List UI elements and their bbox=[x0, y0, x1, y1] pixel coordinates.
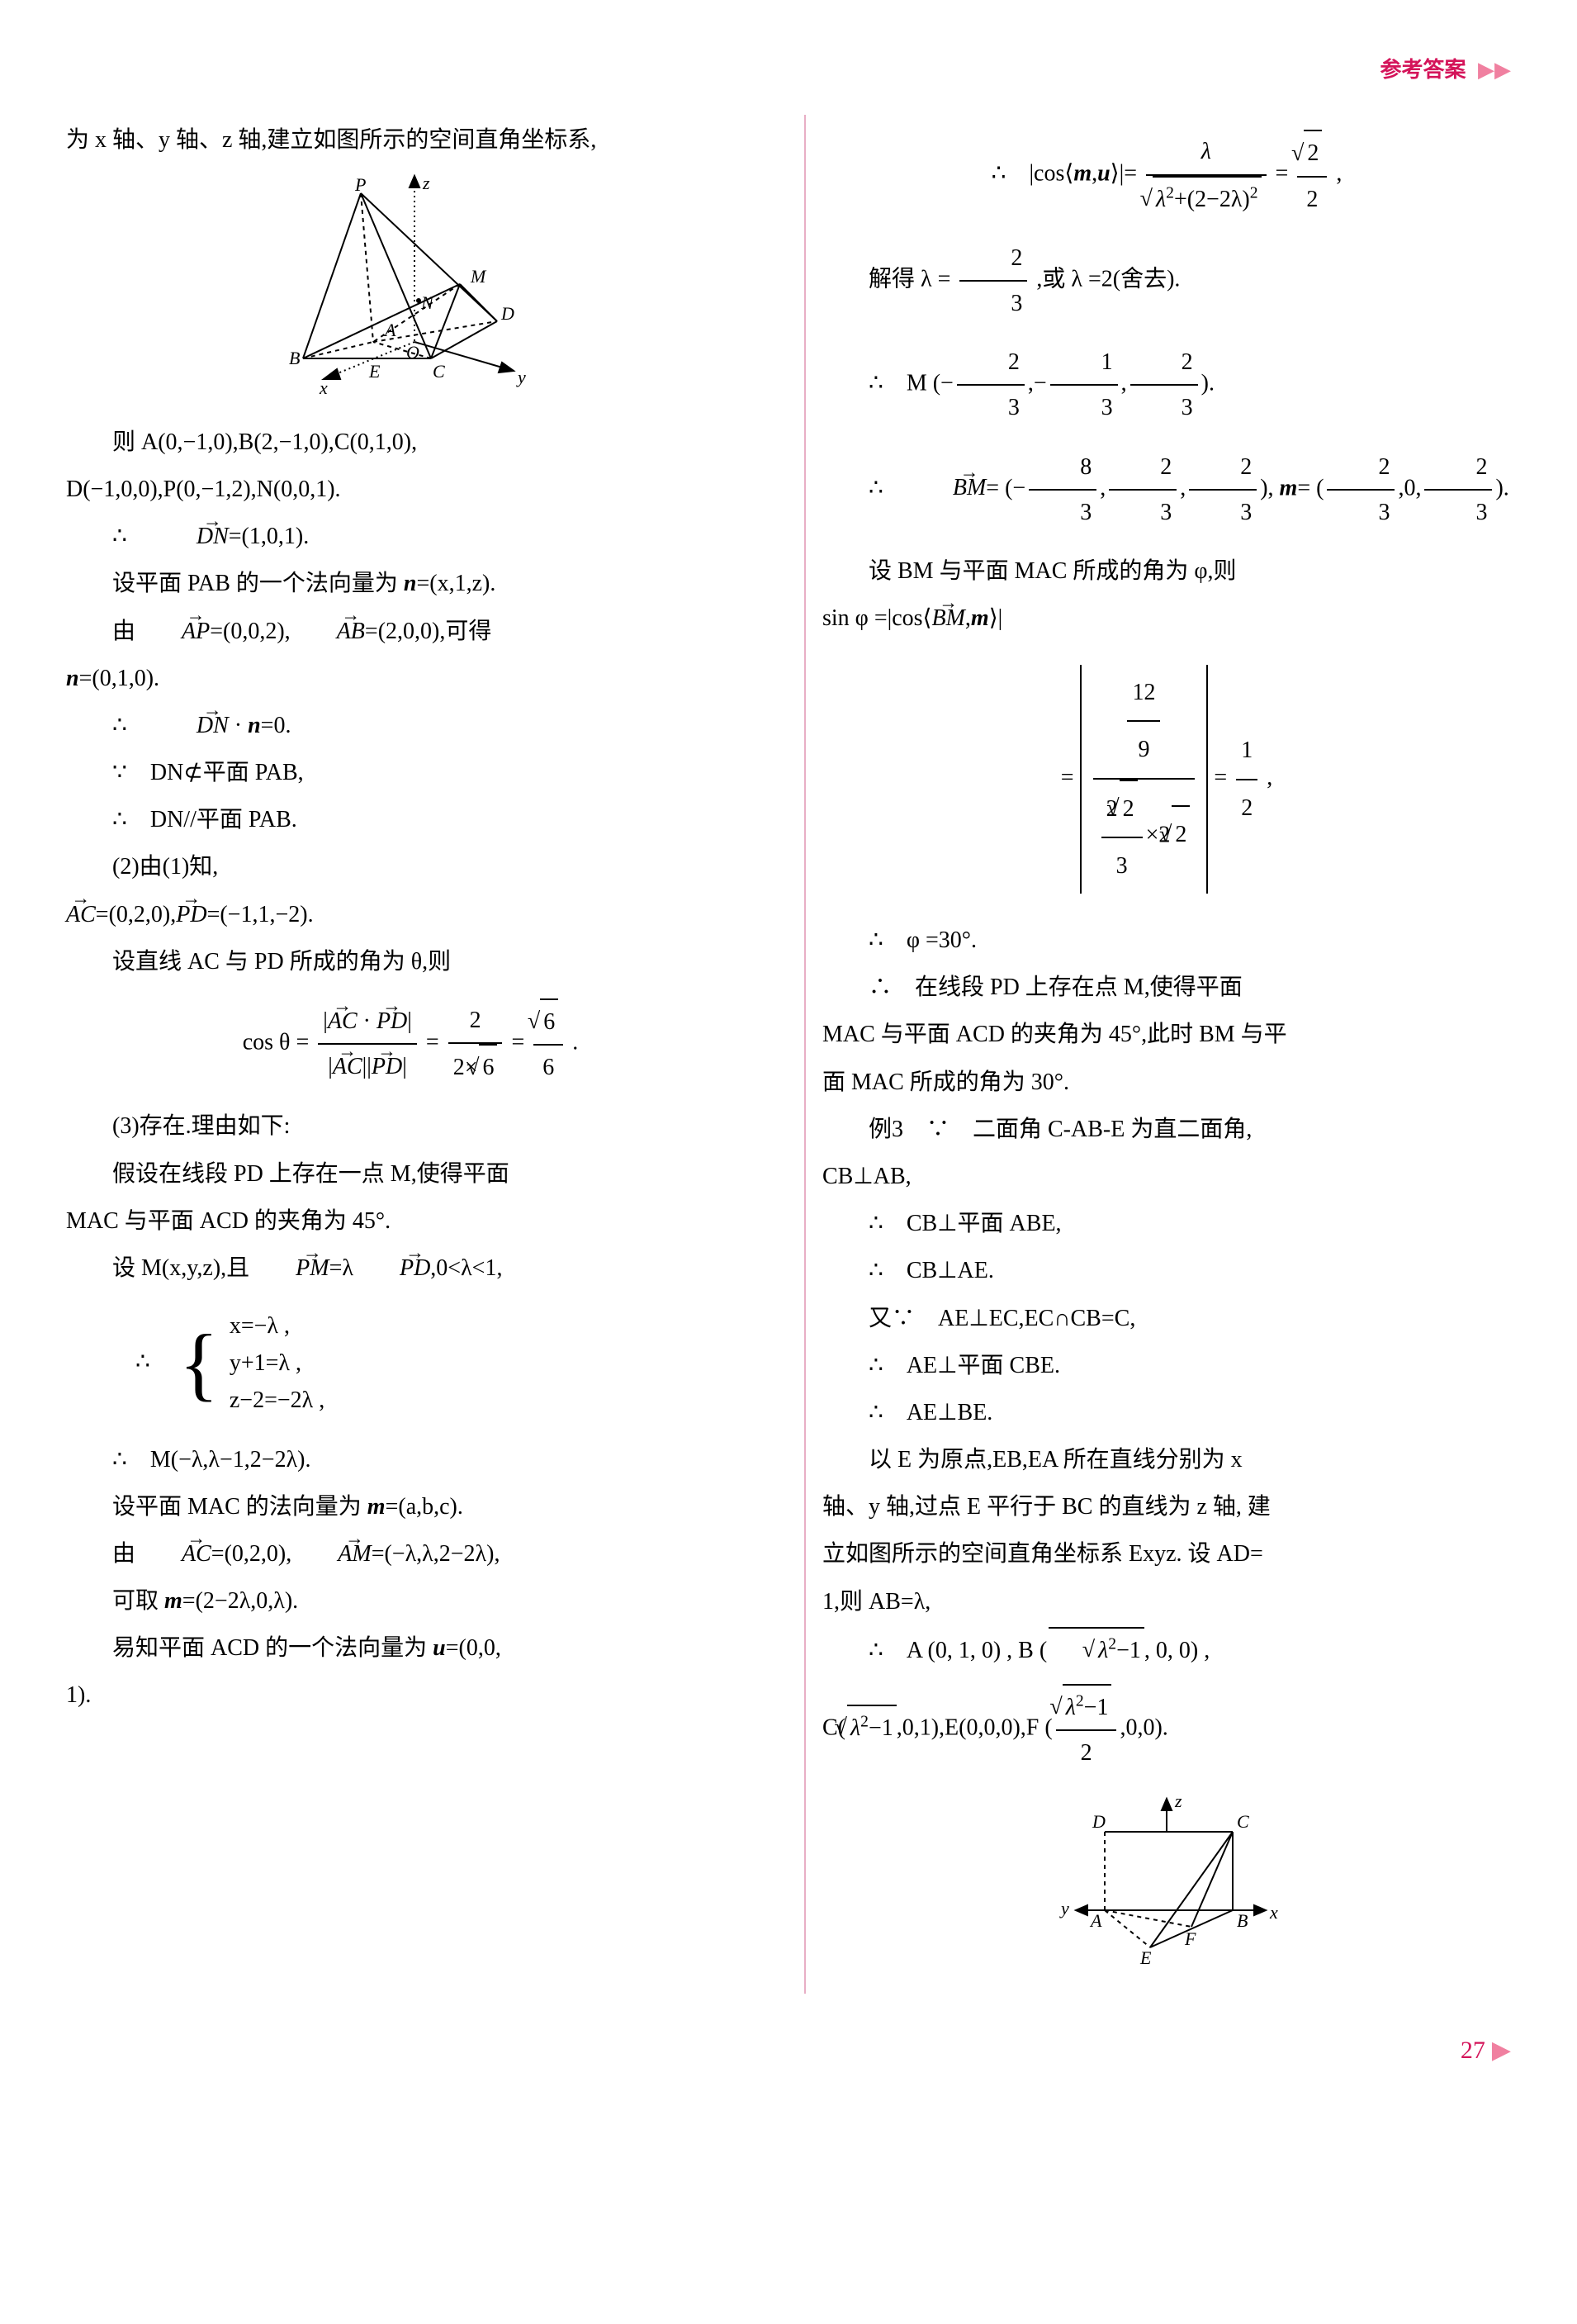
right-column: ∴ |cos⟨m,u⟩|= λ λ2+(2−2λ)2 = 2 2 , 解得 λ … bbox=[804, 115, 1511, 1993]
left-p13: (3)存在.理由如下: bbox=[66, 1104, 755, 1148]
left-p7: ∵ DN⊄平面 PAB, bbox=[66, 751, 755, 794]
figure-2: D z C y x A E F B bbox=[822, 1786, 1511, 1983]
page-number: 27▶ bbox=[66, 2027, 1511, 2074]
right-p6: sin φ =|cos⟨BM,m⟩| bbox=[822, 596, 1511, 640]
left-p17: ∴ M(−λ,λ−1,2−2λ). bbox=[66, 1438, 755, 1482]
left-p4: 由AP=(0,0,2),AB=(2,0,0),可得 bbox=[66, 609, 755, 653]
left-p15: 设 M(x,y,z),且PM=λPD,0<λ<1, bbox=[66, 1246, 755, 1290]
left-column: 为 x 轴、y 轴、z 轴,建立如图所示的空间直角坐标系, bbox=[66, 115, 771, 1993]
right-p4: ∴ BM= (−83,23,23), m= (23,0,23). bbox=[822, 445, 1511, 534]
left-p9: (2)由(1)知, bbox=[66, 845, 755, 889]
left-p21: 易知平面 ACD 的一个法向量为 u=(0,0, bbox=[66, 1626, 755, 1670]
header-arrows: ▶▶ bbox=[1478, 58, 1511, 82]
left-p19: 由AC=(0,2,0),AM=(−λ,λ,2−2λ), bbox=[66, 1532, 755, 1576]
svg-text:x: x bbox=[1269, 1902, 1278, 1923]
svg-text:x: x bbox=[319, 377, 328, 396]
right-f7: = 129 223×22 = 12 , bbox=[822, 665, 1511, 894]
svg-text:E: E bbox=[368, 361, 381, 382]
left-p2: ∴ DN=(1,0,1). bbox=[66, 515, 755, 558]
svg-text:P: P bbox=[354, 174, 366, 195]
svg-text:B: B bbox=[1237, 1910, 1248, 1931]
left-p11: 设直线 AC 与 PD 所成的角为 θ,则 bbox=[66, 940, 755, 984]
right-p18: C(λ2−1,0,1),E(0,0,0),F (λ2−12,0,0). bbox=[822, 1684, 1511, 1775]
header-title: 参考答案 bbox=[1380, 58, 1466, 82]
svg-text:O: O bbox=[406, 342, 419, 363]
svg-text:A: A bbox=[383, 320, 396, 340]
svg-text:z: z bbox=[1174, 1790, 1182, 1811]
left-formula-cos: cos θ = |AC · PD| |AC||PD| = 2 2×6 = 6 6… bbox=[66, 998, 755, 1089]
svg-text:C: C bbox=[1237, 1811, 1249, 1832]
svg-text:D: D bbox=[500, 303, 514, 324]
right-p16d: 1,则 AB=λ, bbox=[822, 1580, 1511, 1624]
right-p5: 设 BM 与平面 MAC 所成的角为 φ,则 bbox=[822, 549, 1511, 593]
right-p16c: 立如图所示的空间直角坐标系 Exyz. 设 AD= bbox=[822, 1532, 1511, 1576]
figure-1: P z M N A D B x E O C y bbox=[66, 173, 755, 410]
content-columns: 为 x 轴、y 轴、z 轴,建立如图所示的空间直角坐标系, bbox=[66, 115, 1511, 1993]
right-p10b: CB⊥AB, bbox=[822, 1155, 1511, 1198]
svg-text:A: A bbox=[1089, 1910, 1102, 1931]
svg-text:y: y bbox=[1059, 1898, 1069, 1918]
right-p12: ∴ CB⊥AE. bbox=[822, 1249, 1511, 1292]
left-p20: 可取 m=(2−2λ,0,λ). bbox=[66, 1579, 755, 1623]
svg-text:B: B bbox=[289, 348, 300, 368]
right-p16b: 轴、y 轴,过点 E 平行于 BC 的直线为 z 轴, 建 bbox=[822, 1485, 1511, 1529]
left-p6: ∴ DN · n=0. bbox=[66, 704, 755, 747]
figure-1-svg: P z M N A D B x E O C y bbox=[274, 173, 547, 396]
right-f1: ∴ |cos⟨m,u⟩|= λ λ2+(2−2λ)2 = 2 2 , bbox=[822, 130, 1511, 221]
right-p8: ∴ φ =30°. bbox=[822, 918, 1511, 962]
svg-text:C: C bbox=[433, 361, 445, 382]
right-p14: ∴ AE⊥平面 CBE. bbox=[822, 1344, 1511, 1387]
left-p14a: 假设在线段 PD 上存在一点 M,使得平面 bbox=[66, 1152, 755, 1196]
right-p13: 又∵ AE⊥EC,EC∩CB=C, bbox=[822, 1297, 1511, 1340]
left-p1a: 则 A(0,−1,0),B(2,−1,0),C(0,1,0), bbox=[66, 420, 755, 464]
right-p9c: 面 MAC 所成的角为 30°. bbox=[822, 1060, 1511, 1104]
right-p11: ∴ CB⊥平面 ABE, bbox=[822, 1202, 1511, 1245]
right-p16a: 以 E 为原点,EB,EA 所在直线分别为 x bbox=[822, 1438, 1511, 1482]
right-p3: ∴ M (−23,−13,23). bbox=[822, 340, 1511, 429]
left-cases: ∴ { x=−λ , y+1=λ , z−2=−2λ , bbox=[66, 1308, 755, 1419]
right-p15: ∴ AE⊥BE. bbox=[822, 1391, 1511, 1435]
svg-text:E: E bbox=[1139, 1947, 1152, 1968]
right-p9b: MAC 与平面 ACD 的夹角为 45°,此时 BM 与平 bbox=[822, 1013, 1511, 1056]
right-p9a: ∴ 在线段 PD 上存在点 M,使得平面 bbox=[822, 965, 1511, 1009]
left-p21c: 1). bbox=[66, 1673, 755, 1717]
svg-text:D: D bbox=[1092, 1811, 1106, 1832]
right-p10a: 例3 ∵ 二面角 C-AB-E 为直二面角, bbox=[822, 1107, 1511, 1151]
right-p17: ∴ A (0, 1, 0) , B (λ2−1, 0, 0) , bbox=[822, 1627, 1511, 1672]
figure-2-svg: D z C y x A E F B bbox=[1043, 1786, 1290, 1968]
svg-text:z: z bbox=[422, 173, 430, 193]
svg-text:N: N bbox=[420, 292, 434, 313]
right-p2: 解得 λ = 23 ,或 λ =2(舍去). bbox=[822, 236, 1511, 325]
left-p10: AC=(0,2,0),PD=(−1,1,−2). bbox=[66, 893, 755, 937]
svg-text:F: F bbox=[1184, 1928, 1196, 1949]
left-p0: 为 x 轴、y 轴、z 轴,建立如图所示的空间直角坐标系, bbox=[66, 118, 755, 162]
svg-text:M: M bbox=[470, 266, 487, 287]
svg-text:y: y bbox=[516, 367, 526, 387]
left-p8: ∴ DN//平面 PAB. bbox=[66, 798, 755, 842]
